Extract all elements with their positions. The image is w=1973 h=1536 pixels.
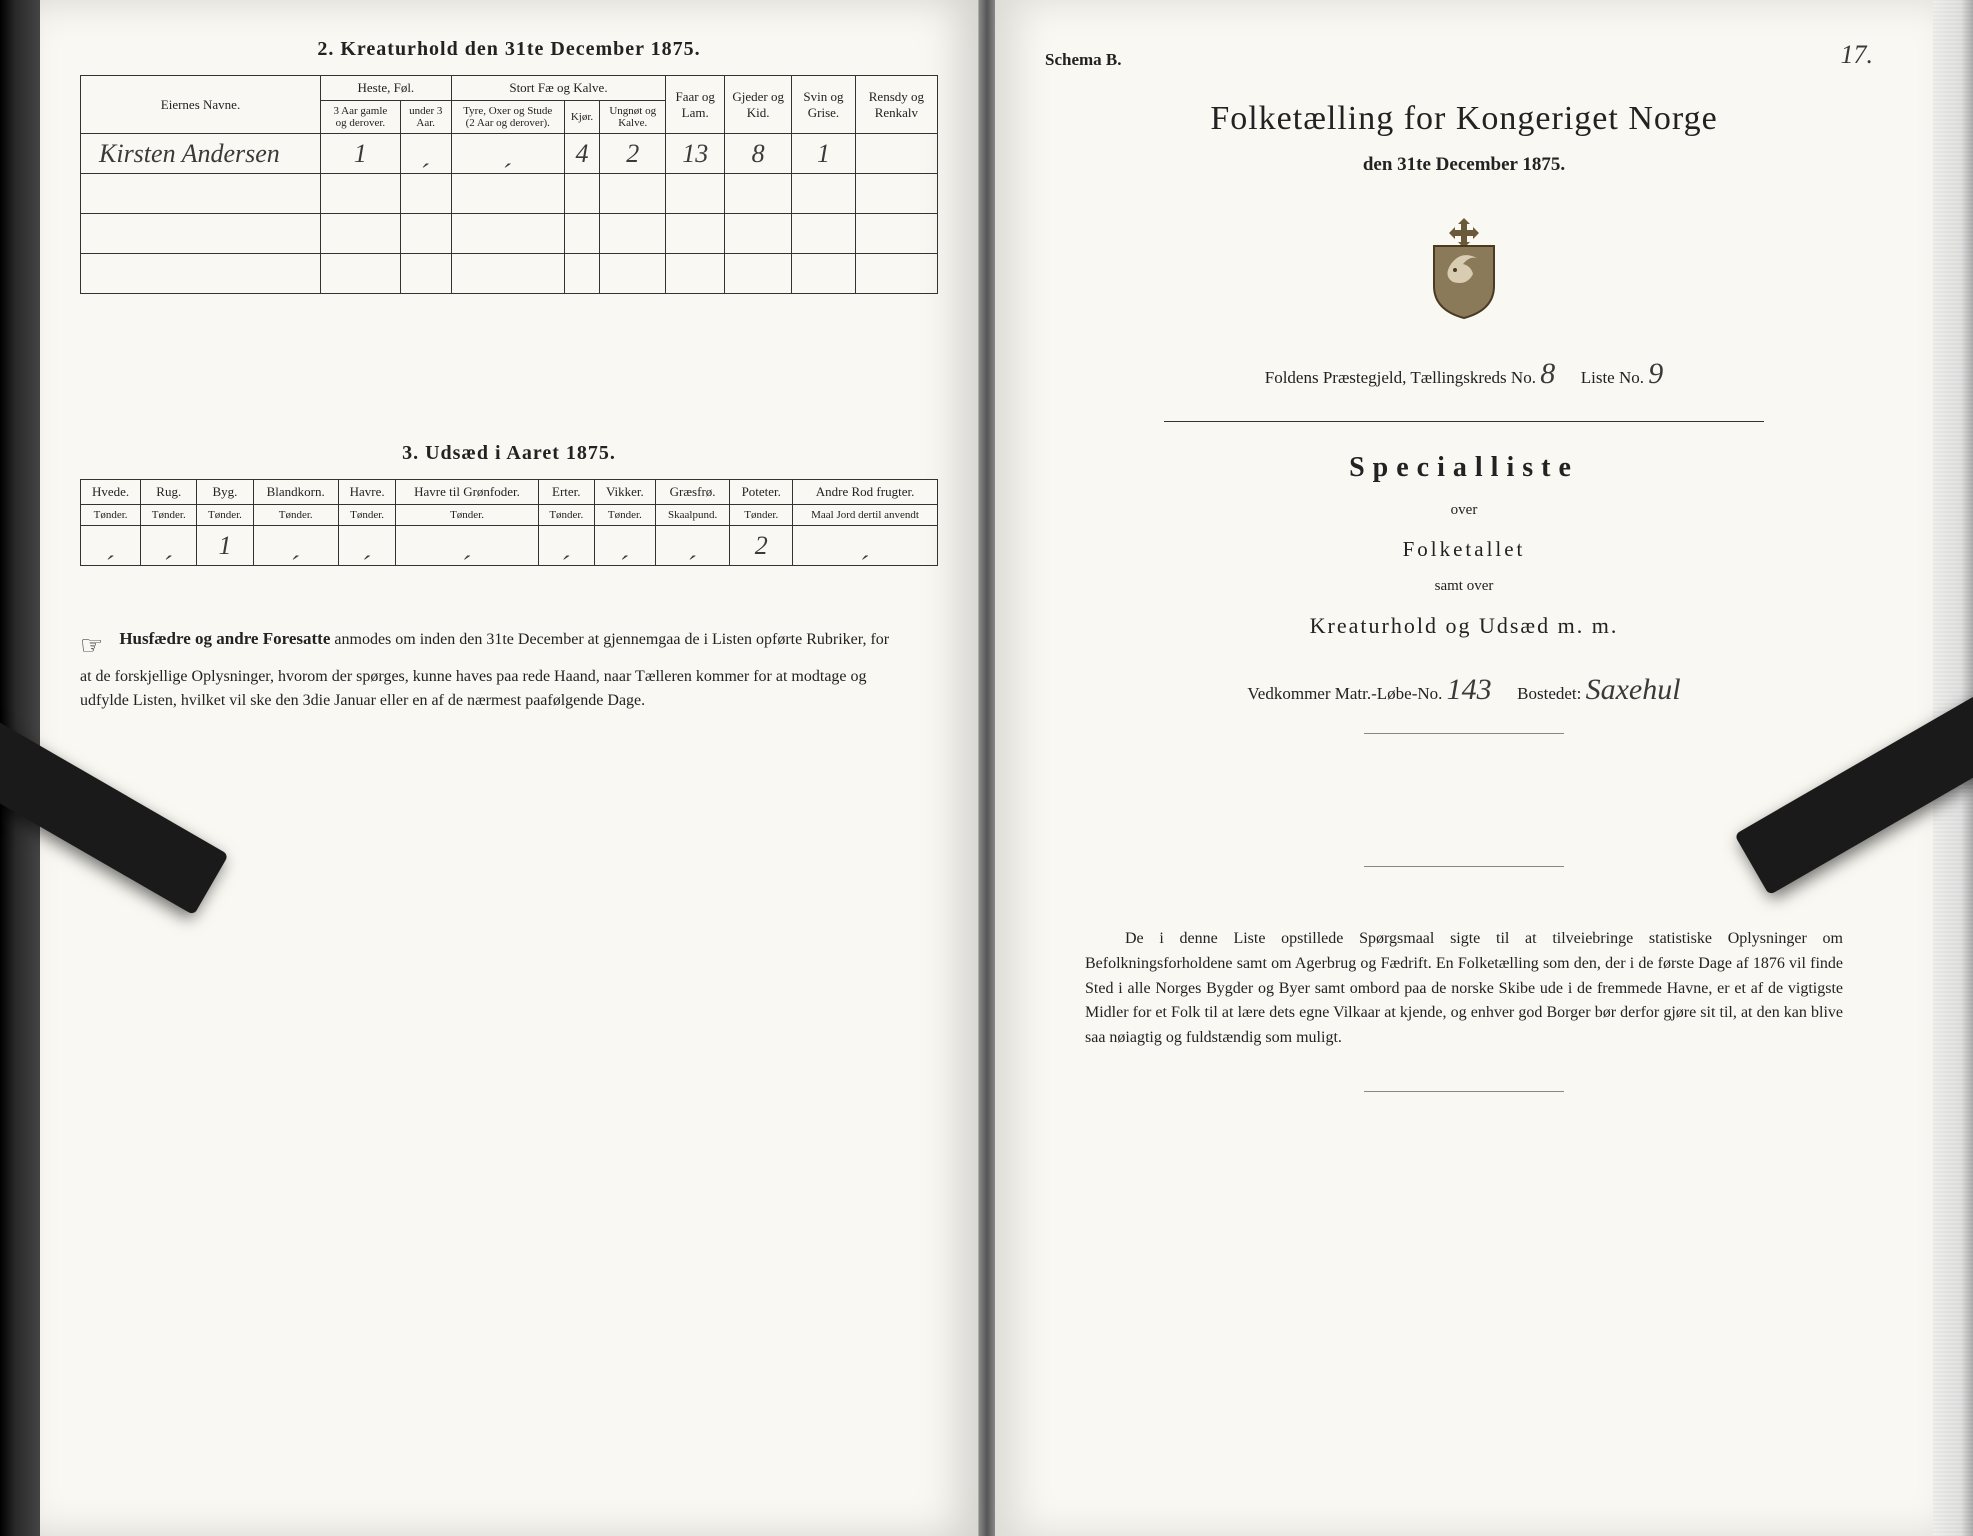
seed-col: Blandkorn. [253,480,338,505]
livestock-table: Eiernes Navne. Heste, Føl. Stort Fæ og K… [80,75,938,294]
seed-cell: 1 [197,526,253,566]
seed-cell: ˏ [538,526,594,566]
seed-cell: ˏ [594,526,655,566]
matr-label: Vedkommer Matr.-Løbe-No. [1247,684,1442,703]
seed-cell: ˏ [338,526,396,566]
census-title: Folketælling for Kongeriget Norge [1035,100,1893,138]
cell: 1 [792,134,856,174]
divider-short [1364,733,1564,734]
seed-sub: Tønder. [81,505,141,526]
seed-sub: Tønder. [141,505,197,526]
sub-kjor: Kjør. [564,101,599,134]
sub-under3: under 3 Aar. [400,101,451,134]
census-date: den 31te December 1875. [1035,154,1893,176]
table-row [81,214,938,254]
bostedet-value: Saxehul [1586,673,1681,706]
seed-cell: ˏ [793,526,938,566]
sub-3aar: 3 Aar gamle og derover. [321,101,401,134]
seed-cell: ˏ [655,526,730,566]
seed-table: Hvede.Rug.Byg.Blandkorn.Havre.Havre til … [80,479,938,566]
district-line: Foldens Præstegjeld, Tællingskreds No. 8… [1035,357,1893,391]
matr-line: Vedkommer Matr.-Løbe-No. 143 Bostedet: S… [1035,673,1893,707]
folketallet: Folketallet [1035,537,1893,562]
matr-no: 143 [1447,673,1492,706]
foot-lead: Husfædre og andre Foresatte [119,629,330,648]
right-page: 17. Schema B. Folketælling for Kongerige… [995,0,1933,1536]
seed-cell: ˏ [81,526,141,566]
col-gjeder: Gjeder og Kid. [725,76,792,134]
pointing-hand-icon: ☞ [80,626,103,665]
seed-col: Havre. [338,480,396,505]
intro-paragraph: De i denne Liste opstillede Spørgsmaal s… [1085,927,1843,1051]
cell: 4 [564,134,599,174]
specialliste: Specialliste [1035,452,1893,484]
seed-col: Rug. [141,480,197,505]
cell: ˏ [451,134,564,174]
cell [855,134,937,174]
seed-col: Byg. [197,480,253,505]
cell: 13 [666,134,725,174]
table-row: Kirsten Andersen 1 ˏ ˏ 4 2 13 8 1 [81,134,938,174]
liste-label: Liste No. [1581,368,1644,387]
coat-of-arms-icon [1035,212,1893,327]
seed-sub: Tønder. [538,505,594,526]
grp-stort: Stort Fæ og Kalve. [451,76,666,101]
seed-cell: ˏ [396,526,538,566]
cell: ˏ [400,134,451,174]
footnote: ☞ Husfædre og andre Foresatte anmodes om… [80,626,938,713]
seed-sub: Tønder. [730,505,793,526]
section2-title: 2. Kreaturhold den 31te December 1875. [80,38,938,61]
cell: 8 [725,134,792,174]
seed-sub: Skaalpund. [655,505,730,526]
seed-cell: ˏ [141,526,197,566]
seed-col: Havre til Grønfoder. [396,480,538,505]
kreaturhold: Kreaturhold og Udsæd m. m. [1035,613,1893,639]
sub-ungnot: Ungnøt og Kalve. [600,101,666,134]
samt-over: samt over [1035,578,1893,595]
over-label: over [1035,502,1893,519]
cell: 1 [321,134,401,174]
district-label: Foldens Præstegjeld, Tællingskreds No. [1265,368,1536,387]
seed-col: Erter. [538,480,594,505]
col-name: Eiernes Navne. [81,76,321,134]
grp-heste: Heste, Føl. [321,76,452,101]
seed-cell: 2 [730,526,793,566]
bostedet-label: Bostedet: [1517,684,1581,703]
seed-sub: Tønder. [396,505,538,526]
divider-short [1364,1091,1564,1092]
seed-sub: Tønder. [594,505,655,526]
seed-col: Vikker. [594,480,655,505]
seed-sub: Maal Jord dertil anvendt [793,505,938,526]
divider [1164,421,1765,422]
left-page: 2. Kreaturhold den 31te December 1875. E… [40,0,979,1536]
col-faar: Faar og Lam. [666,76,725,134]
table-row [81,174,938,214]
seed-sub: Tønder. [338,505,396,526]
page-number: 17. [1841,40,1874,70]
sub-tyre: Tyre, Oxer og Stude (2 Aar og derover). [451,101,564,134]
schema-label: Schema B. [1045,50,1893,70]
seed-col: Andre Rod frugter. [793,480,938,505]
liste-no: 9 [1648,357,1663,390]
seed-col: Hvede. [81,480,141,505]
seed-col: Poteter. [730,480,793,505]
seed-sub: Tønder. [253,505,338,526]
divider-short [1364,866,1564,867]
section3-title: 3. Udsæd i Aaret 1875. [80,442,938,465]
col-rensdyr: Rensdy og Renkalv [855,76,937,134]
district-no: 8 [1540,357,1555,390]
col-svin: Svin og Grise. [792,76,856,134]
seed-cell: ˏ [253,526,338,566]
cell: 2 [600,134,666,174]
seed-sub: Tønder. [197,505,253,526]
table-row [81,254,938,294]
owner-name: Kirsten Andersen [81,134,321,174]
book-gutter [979,0,995,1536]
seed-col: Græsfrø. [655,480,730,505]
